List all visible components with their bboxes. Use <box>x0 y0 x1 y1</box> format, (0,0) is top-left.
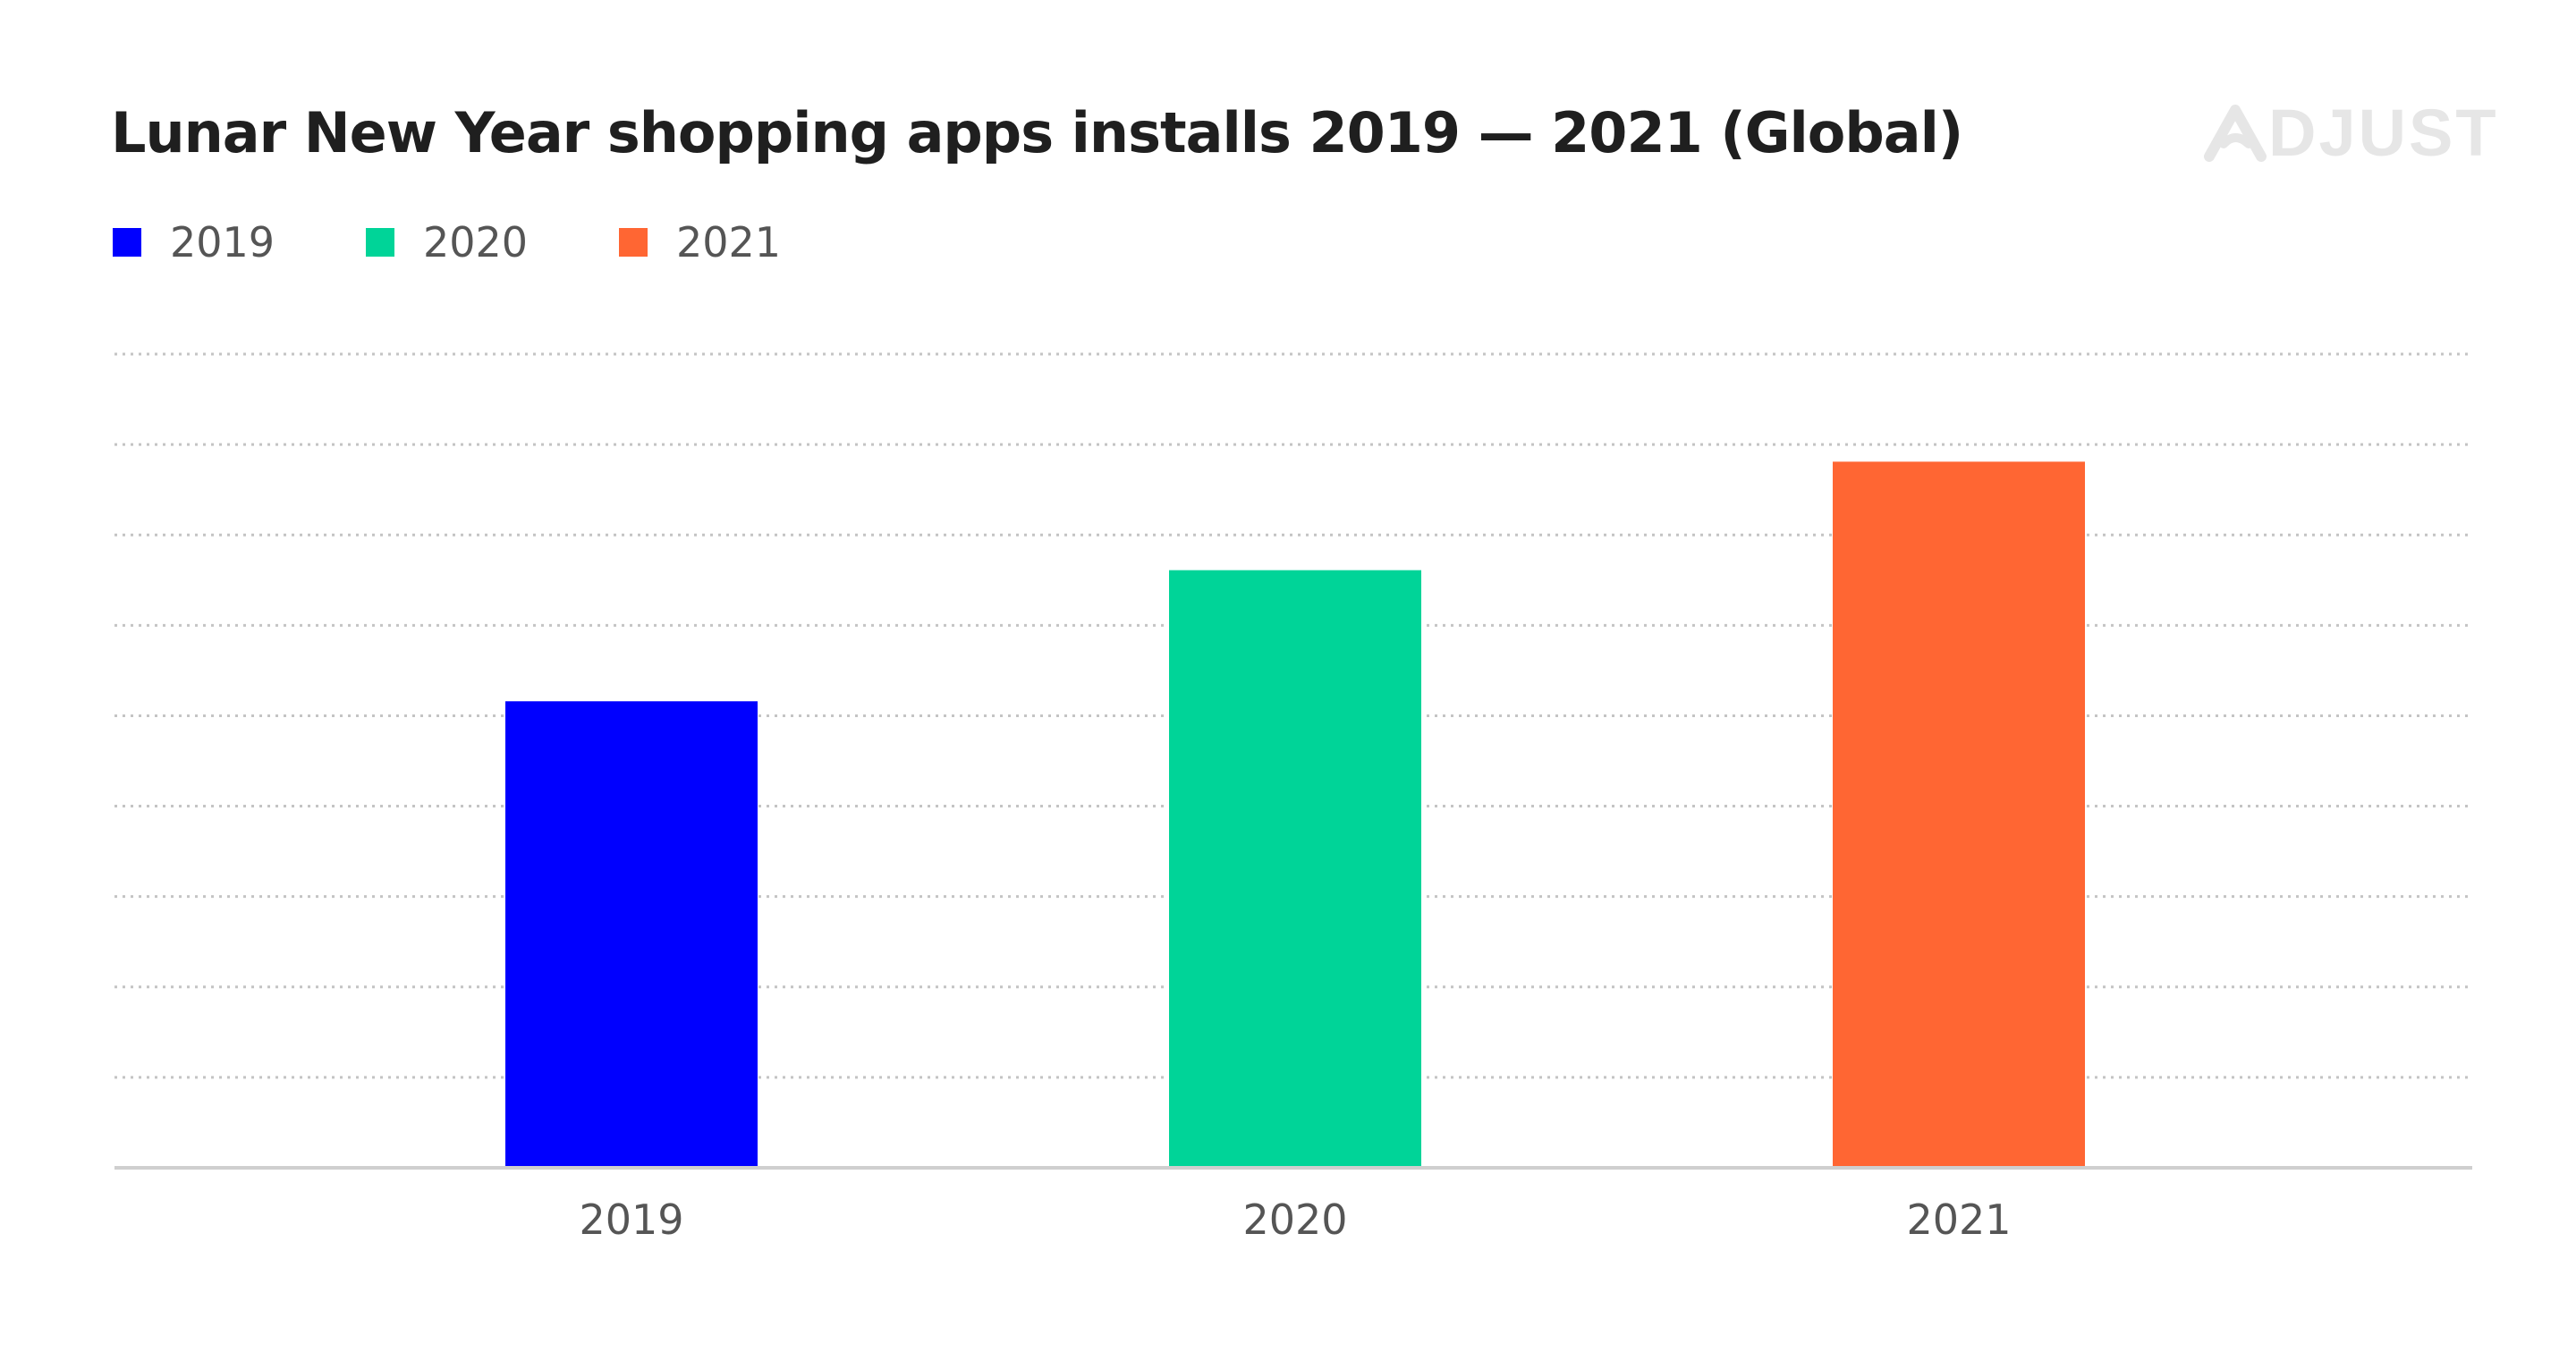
x-tick-label: 2020 <box>1242 1196 1347 1244</box>
legend-label: 2020 <box>423 218 529 266</box>
chart-title: Lunar New Year shopping apps installs 20… <box>111 100 1963 165</box>
x-tick-label: 2019 <box>579 1196 683 1244</box>
brand-logo: DJUST <box>2204 93 2499 173</box>
adjust-logo-icon <box>2204 105 2267 162</box>
legend-item-2019: 2019 <box>113 218 366 266</box>
legend: 2019 2020 2021 <box>113 211 872 274</box>
legend-label: 2019 <box>170 218 275 266</box>
legend-item-2020: 2020 <box>366 218 619 266</box>
legend-item-2021: 2021 <box>619 218 872 266</box>
legend-swatch <box>366 228 394 257</box>
legend-swatch <box>113 228 141 257</box>
bar-2019 <box>505 701 758 1168</box>
legend-label: 2021 <box>676 218 782 266</box>
brand-name: DJUST <box>2268 96 2499 170</box>
legend-swatch <box>619 228 648 257</box>
x-tick-label: 2021 <box>1906 1196 2011 1244</box>
bar-2020 <box>1169 570 1421 1168</box>
bar-2021 <box>1833 461 2085 1168</box>
